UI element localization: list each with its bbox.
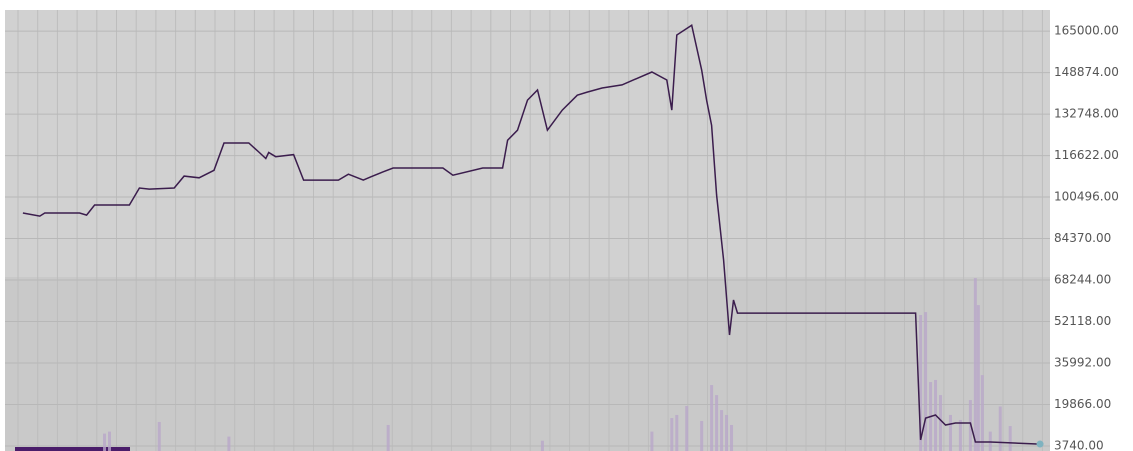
price-line xyxy=(22,23,1041,445)
volume-bar xyxy=(675,414,679,451)
volume-bar xyxy=(919,315,923,451)
volume-bar xyxy=(650,431,654,451)
volume-bar xyxy=(980,375,984,451)
volume-bar xyxy=(710,385,714,451)
y-tick-label: 148874.00 xyxy=(1054,65,1119,79)
volume-bar xyxy=(386,424,390,451)
volume-area xyxy=(5,277,1050,451)
volume-bar xyxy=(157,421,161,451)
volume-bar xyxy=(948,414,952,451)
volume-bar xyxy=(725,414,729,451)
volume-bar xyxy=(227,436,231,451)
y-tick-label: 52118.00 xyxy=(1054,314,1111,328)
y-tick-label: 35992.00 xyxy=(1054,356,1111,370)
volume-bar xyxy=(958,419,962,451)
y-tick-label: 84370.00 xyxy=(1054,231,1111,245)
volume-bar xyxy=(720,410,724,451)
volume-bar xyxy=(108,431,111,451)
scroll-indicator xyxy=(15,447,130,451)
volume-bar xyxy=(973,278,977,451)
volume-bar xyxy=(1008,426,1012,451)
volume-bar xyxy=(670,418,674,451)
volume-bar xyxy=(103,433,107,451)
volume-bar xyxy=(700,420,704,451)
volume-bar xyxy=(924,312,928,451)
y-tick-label: 3740.00 xyxy=(1054,439,1104,451)
y-tick-label: 116622.00 xyxy=(1054,148,1119,162)
volume-bar xyxy=(939,395,943,451)
y-tick-label: 68244.00 xyxy=(1054,273,1111,287)
y-tick-label: 19866.00 xyxy=(1054,397,1111,411)
y-tick-label: 132748.00 xyxy=(1054,107,1119,121)
volume-bar xyxy=(685,406,689,451)
last-point xyxy=(1036,440,1044,448)
volume-bar xyxy=(976,305,980,451)
vertical-grid xyxy=(17,10,1043,451)
volume-bar xyxy=(998,406,1002,451)
y-tick-label: 100496.00 xyxy=(1054,190,1119,204)
volume-bar xyxy=(540,440,544,451)
volume-bar xyxy=(730,424,734,451)
volume-bar xyxy=(715,395,719,451)
y-tick-label: 165000.00 xyxy=(1054,24,1119,38)
